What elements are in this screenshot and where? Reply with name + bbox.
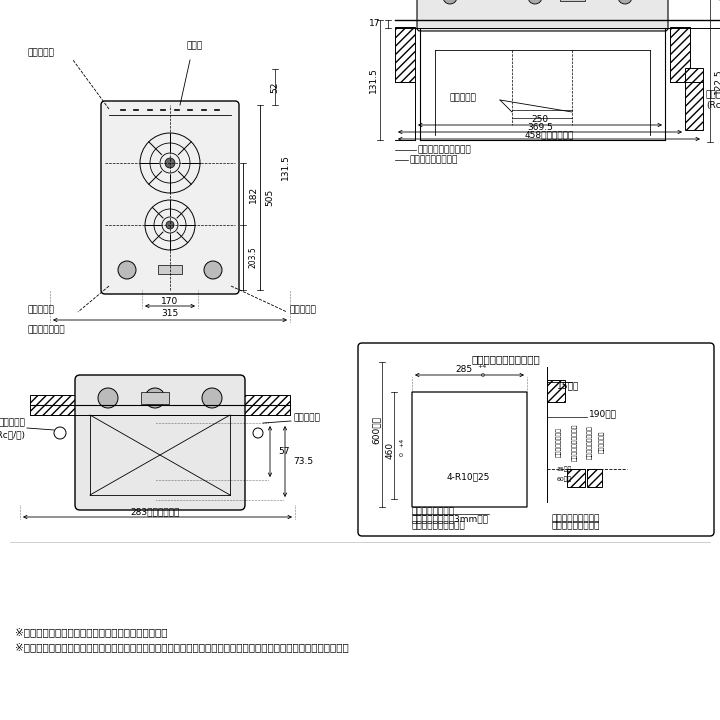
Bar xyxy=(30,395,82,415)
Circle shape xyxy=(618,0,632,4)
Text: ワークトップ前面: ワークトップ前面 xyxy=(412,508,455,516)
Text: キャビネット扉前面: キャビネット扉前面 xyxy=(410,156,459,164)
Text: キャビネット側板前面: キャビネット側板前面 xyxy=(572,423,577,461)
Text: 505: 505 xyxy=(266,189,274,206)
Text: 190以上: 190以上 xyxy=(589,410,617,418)
Text: のすき間を確保のこと: のすき間を確保のこと xyxy=(412,521,466,531)
Text: 15以上: 15以上 xyxy=(557,382,580,390)
Circle shape xyxy=(443,0,457,4)
Text: 203.5: 203.5 xyxy=(248,247,258,269)
Text: 後バーナー: 後バーナー xyxy=(28,48,55,58)
Text: 高温炒め操: 高温炒め操 xyxy=(290,305,317,315)
Text: +4: +4 xyxy=(477,364,487,369)
Text: 458（本体凸部）: 458（本体凸部） xyxy=(524,130,574,140)
Bar xyxy=(685,68,703,130)
Text: 131.5: 131.5 xyxy=(281,155,289,181)
Text: ガス接続口: ガス接続口 xyxy=(0,418,25,428)
Text: ガス接続口: ガス接続口 xyxy=(706,91,720,99)
Text: 前バーナー: 前バーナー xyxy=(28,305,55,315)
Circle shape xyxy=(202,388,222,408)
Text: 122.5: 122.5 xyxy=(714,68,720,94)
Text: 0: 0 xyxy=(400,452,405,458)
Text: 電池ケース: 電池ケース xyxy=(293,413,320,423)
Text: 369.5: 369.5 xyxy=(527,124,553,132)
Bar xyxy=(587,469,602,487)
Text: 73.5: 73.5 xyxy=(293,457,313,467)
Text: キャビネット扉前面: キャビネット扉前面 xyxy=(588,425,593,459)
FancyBboxPatch shape xyxy=(101,101,239,294)
Bar xyxy=(395,27,415,82)
Text: 52: 52 xyxy=(271,81,279,93)
Text: 283（本体凸部）: 283（本体凸部） xyxy=(130,508,180,516)
Circle shape xyxy=(528,0,542,4)
Circle shape xyxy=(98,388,118,408)
Text: (Rc１/２): (Rc１/２) xyxy=(706,101,720,109)
FancyBboxPatch shape xyxy=(417,0,668,31)
Circle shape xyxy=(145,388,165,408)
Text: 17: 17 xyxy=(369,19,380,29)
Circle shape xyxy=(166,221,174,229)
Text: (Rc１/２): (Rc１/２) xyxy=(0,431,25,439)
Text: 57: 57 xyxy=(278,448,289,456)
Text: ワークトップ穴開け寸法: ワークトップ穴開け寸法 xyxy=(472,354,541,364)
Circle shape xyxy=(204,261,222,279)
Text: 4-R10〜25: 4-R10〜25 xyxy=(447,472,490,482)
Text: ※単体設置タイプにつきオーブン接続はできません。: ※単体設置タイプにつきオーブン接続はできません。 xyxy=(15,627,168,637)
Bar xyxy=(567,469,585,487)
Text: 0: 0 xyxy=(479,373,485,378)
Text: 460: 460 xyxy=(385,441,395,459)
Text: 250: 250 xyxy=(531,115,549,125)
Text: キャビネット側板前面: キャビネット側板前面 xyxy=(418,145,472,155)
Text: 600以上: 600以上 xyxy=(372,416,380,444)
Bar xyxy=(670,27,690,82)
Text: 電池交換出来る様に: 電池交換出来る様に xyxy=(552,515,600,523)
Text: 170: 170 xyxy=(161,297,179,305)
Text: 285: 285 xyxy=(456,364,472,374)
Text: 吸気口: 吸気口 xyxy=(187,42,203,50)
Text: 電池交換サイン: 電池交換サイン xyxy=(28,325,66,335)
Bar xyxy=(141,392,169,404)
Text: キャビネット: キャビネット xyxy=(599,431,605,454)
Text: 電池ケース: 電池ケース xyxy=(450,94,477,102)
Bar xyxy=(158,265,182,274)
Text: 空気が流れるよう3mm以上: 空気が流れるよう3mm以上 xyxy=(412,515,489,523)
Bar xyxy=(560,0,585,1)
Text: +4: +4 xyxy=(400,437,405,446)
Text: 60以下: 60以下 xyxy=(557,476,572,482)
Circle shape xyxy=(118,261,136,279)
Text: ※本機器は防火性能評定品であり、周図に可燃物がある場合は防火性能評定品ラベル内容に従って設置してください。: ※本機器は防火性能評定品であり、周図に可燃物がある場合は防火性能評定品ラベル内容… xyxy=(15,642,348,652)
Circle shape xyxy=(165,158,175,168)
Bar xyxy=(547,380,565,402)
Text: 315: 315 xyxy=(161,310,179,318)
FancyBboxPatch shape xyxy=(75,375,245,510)
Text: 182: 182 xyxy=(248,186,258,202)
Text: 131.5: 131.5 xyxy=(369,67,377,93)
Text: 電池交換必要寸法: 電池交換必要寸法 xyxy=(557,427,562,457)
Text: 配慮されていること: 配慮されていること xyxy=(552,521,600,531)
Bar xyxy=(238,395,290,415)
Text: 35以上: 35以上 xyxy=(557,467,572,472)
